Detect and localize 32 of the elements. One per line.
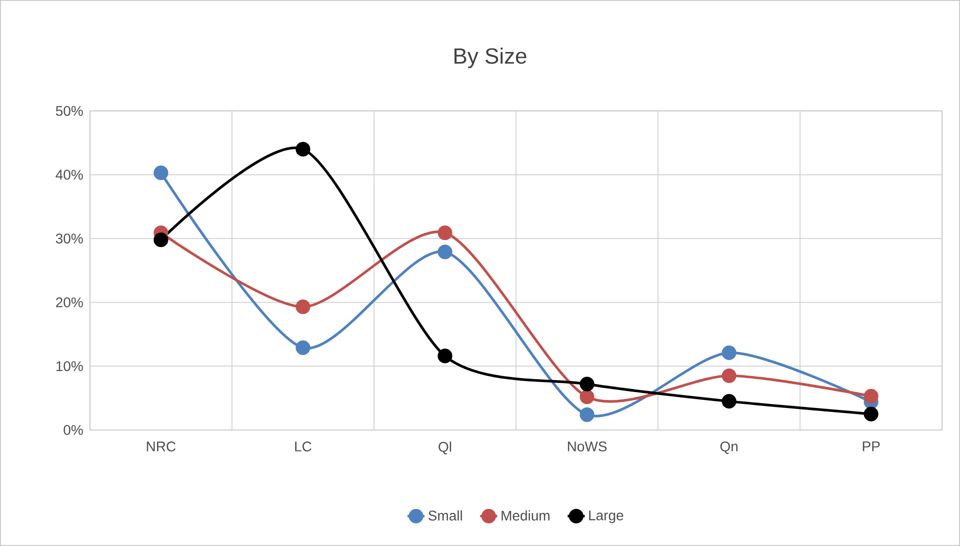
y-tick-label: 30%: [56, 234, 83, 244]
x-tick-label: Qn: [720, 442, 738, 454]
x-tick-label: NoWS: [568, 442, 607, 452]
point: [722, 368, 736, 384]
point: [580, 407, 594, 422]
legend-label: Medium: [502, 510, 550, 521]
y-tick-label: 10%: [56, 361, 83, 372]
y-tick-label: 50%: [56, 106, 83, 116]
point: [296, 340, 310, 356]
point: [154, 232, 168, 248]
point: [296, 300, 310, 314]
point: [438, 244, 452, 260]
point: [580, 376, 594, 392]
point: [154, 166, 168, 180]
x-tick-label: LC: [295, 442, 312, 452]
point: [722, 346, 736, 360]
x-tick-label: PP: [862, 442, 880, 452]
point: [580, 390, 594, 404]
point: [864, 388, 878, 404]
point: [438, 348, 452, 364]
y-tick-label: 40%: [56, 170, 83, 180]
y-tick-label: 20%: [56, 297, 83, 308]
chart-title: By Size: [454, 48, 526, 68]
point: [722, 394, 736, 409]
legend-label: Small: [428, 510, 462, 521]
point: [296, 142, 310, 157]
y-tick-label: 0%: [64, 425, 83, 435]
point: [438, 226, 452, 240]
legend-label: Large: [589, 510, 624, 524]
x-tick-label: Ql: [438, 442, 452, 454]
point: [864, 406, 878, 422]
x-tick-label: NRC: [146, 442, 176, 452]
